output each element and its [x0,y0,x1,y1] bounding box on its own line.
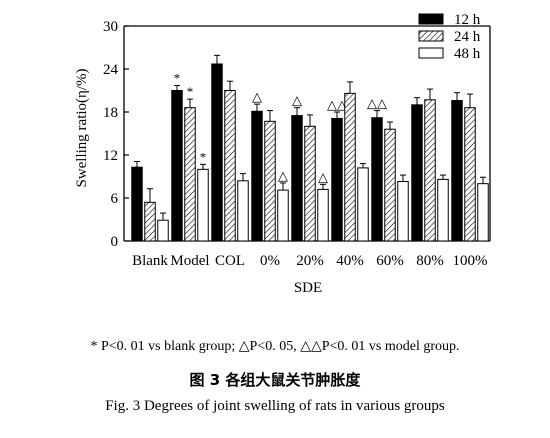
x-tick-label: COL [215,253,245,269]
y-tick-label: 0 [111,234,119,250]
x-tick-label: 100% [453,253,488,269]
y-tick-label: 24 [103,62,119,78]
x-tick-label: 60% [376,253,404,269]
legend: 12 h24 h48 h [418,12,481,62]
bar [304,125,316,242]
bars: ***△△△△△△ △△ [131,54,489,242]
bar [317,188,329,242]
significance-mark: △△ [327,97,347,112]
figure-caption-chinese: 图 3 各组大鼠关节肿胀度 [189,371,361,389]
legend-swatch [418,47,444,59]
bar [131,166,143,242]
x-tick-label: 20% [296,253,324,269]
bar [144,201,156,242]
bar [251,110,263,242]
bar [277,189,289,242]
x-tick-label: Model [170,253,209,269]
bar [224,90,236,242]
significance-mark: △ [318,169,328,184]
y-tick-label: 18 [103,105,118,121]
figure-caption-english: Fig. 3 Degrees of joint swelling of rats… [105,398,445,414]
axes: 0 6 12 18 24 30 Blank Model COL 0% 20% 40% 60% 80% 100… [103,19,491,269]
bar [171,90,183,242]
bar [197,168,209,242]
bar [237,180,249,242]
bar [211,63,223,242]
bar [477,183,489,242]
x-tick-label: Blank [132,253,168,269]
bar [357,167,369,242]
bar [411,104,423,242]
legend-label: 24 h [454,29,481,45]
x-tick-label: 40% [336,253,364,269]
y-axis-label: Swelling ratio(η/%) [74,68,90,187]
bar [344,92,356,242]
bar [397,181,409,242]
bar [437,178,449,242]
legend-swatch [418,13,444,25]
significance-mark: * [200,149,207,164]
footnote: * P<0. 01 vs blank group; △P<0. 05, △△P<… [90,339,460,354]
x-axis-label: SDE [294,280,322,296]
y-tick-label: 12 [103,148,118,164]
significance-mark: △△ [367,96,387,111]
significance-mark: △ [292,93,302,108]
bar [157,219,169,242]
significance-mark: * [187,84,194,99]
significance-mark: * [174,70,181,85]
bar [184,107,196,242]
y-tick-label: 30 [103,19,118,35]
significance-mark: △ [278,168,288,183]
bar [451,100,463,242]
bar [464,107,476,242]
bar [264,120,276,242]
bar [331,117,343,242]
bar [424,99,436,242]
bar [291,115,303,242]
bar [384,128,396,242]
x-tick-label: 0% [260,253,280,269]
x-tick-label: 80% [416,253,444,269]
significance-mark: △ [252,89,262,104]
y-tick-label: 6 [111,191,119,207]
legend-swatch [418,30,444,42]
legend-label: 12 h [454,12,481,28]
legend-label: 48 h [454,46,481,62]
bar [371,117,383,242]
